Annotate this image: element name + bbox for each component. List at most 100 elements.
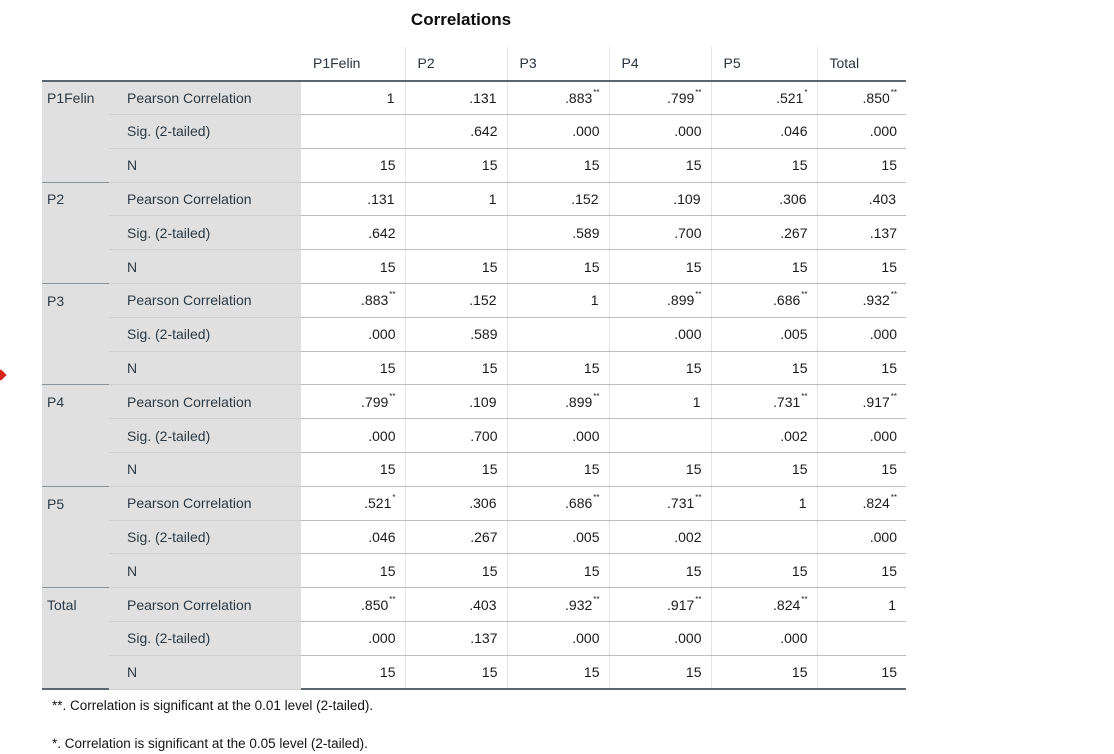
value-text: 15 [685,157,702,174]
significance-mark: ** [593,594,600,604]
value-cell: .002 [608,520,711,555]
row-group-label [42,520,109,554]
stat-label: Sig. (2-tailed) [109,418,301,454]
value-cell: .700 [404,418,507,454]
value-cell: 15 [816,452,906,487]
significance-mark: ** [695,594,702,604]
value-cell: 15 [816,351,906,386]
value-cell: .000 [816,418,906,454]
value-text: .000 [674,326,702,343]
stat-label: Pearson Correlation [109,587,301,623]
value-cell: .267 [404,520,507,555]
value-text: .700 [674,224,702,241]
value-text: 15 [881,461,897,478]
value-cell: 15 [301,148,405,183]
value-text: .000 [572,427,600,444]
significance-mark: ** [801,391,808,401]
significance-mark: ** [389,391,396,401]
value-cell: 15 [506,351,609,386]
value-cell [506,317,609,352]
table-row: Sig. (2-tailed) .642 .000 .000 .046 .000 [42,114,906,149]
row-group-label [42,317,109,352]
value-text: .000 [368,630,396,647]
value-text: 15 [481,562,498,579]
value-text: 1 [386,89,395,106]
value-cell: .137 [816,215,906,251]
value-cell [608,418,711,454]
stat-label: Pearson Correlation [109,80,301,116]
value-cell: 15 [404,148,507,183]
table-row: Sig. (2-tailed) .642 .589 .700 .267 .137 [42,215,906,251]
value-text: 15 [583,258,600,275]
stat-label: N [109,553,301,589]
value-cell: 15 [710,452,817,487]
value-text: .000 [368,326,396,343]
value-cell: .850** [816,80,906,116]
value-text: .267 [780,224,808,241]
value-cell: 15 [608,553,711,589]
value-text: 15 [481,461,498,478]
value-text: .589 [572,224,600,241]
value-text: 15 [379,157,396,174]
value-text: 15 [379,360,396,377]
value-text: .731 [773,393,801,410]
value-text: .917 [862,393,890,410]
value-text: 15 [379,461,396,478]
row-group-label: P5 [42,485,109,521]
value-cell: 15 [608,249,711,285]
value-cell: 1 [710,485,817,521]
significance-mark: ** [695,493,702,503]
value-cell [301,114,405,149]
value-text: .824 [773,596,801,613]
value-text: 1 [888,596,896,613]
table-row: P5 Pearson Correlation .521* .306.686** .731… [42,485,906,521]
stat-label: N [109,351,301,386]
row-group-label [42,215,109,250]
row-group-label: P1Felin [42,80,109,115]
value-text: 15 [583,360,600,377]
value-text: .000 [869,529,897,546]
value-text: 1 [798,495,807,512]
value-cell: .306 [404,485,507,521]
table-row: N 15 15 15 15 15 15 [42,452,906,487]
significance-mark: ** [593,493,600,503]
value-cell: .883** [506,80,609,116]
value-text: .686 [565,495,593,512]
value-text: 15 [685,360,702,377]
value-cell: .917** [816,384,906,420]
value-text: .917 [667,596,695,613]
value-text: 1 [590,292,599,309]
significance-mark: * [392,493,396,503]
value-cell: .046 [301,520,405,555]
value-cell: .000 [301,621,405,656]
value-cell: 15 [404,452,507,487]
value-cell: .799** [301,384,405,420]
value-cell: .152 [404,283,507,318]
value-text: .000 [572,123,600,140]
value-text: 15 [881,157,897,174]
stat-label: N [109,249,301,285]
value-cell: 1 [816,587,906,623]
value-text: .005 [780,326,808,343]
value-text: 15 [481,258,498,275]
value-cell: 15 [608,452,711,487]
stat-label: Sig. (2-tailed) [109,215,301,251]
value-cell: .589 [404,317,507,352]
value-text: 15 [791,562,808,579]
corner-cell [109,47,301,82]
value-cell: .521* [301,485,405,521]
row-group-label [42,452,109,487]
value-cell: .642 [301,215,405,251]
value-text: .000 [869,123,897,140]
value-text: 15 [379,258,396,275]
value-cell: 1 [506,283,609,318]
value-cell: .731** [608,485,711,521]
value-cell: .000 [816,520,906,555]
row-group-label: P4 [42,384,109,419]
footnote-005: *. Correlation is significant at the 0.0… [52,736,368,751]
value-cell: 15 [710,553,817,589]
value-cell: .131 [301,181,405,217]
value-text: .824 [862,495,890,512]
row-group-label: P3 [42,283,109,318]
value-text: .046 [780,123,808,140]
